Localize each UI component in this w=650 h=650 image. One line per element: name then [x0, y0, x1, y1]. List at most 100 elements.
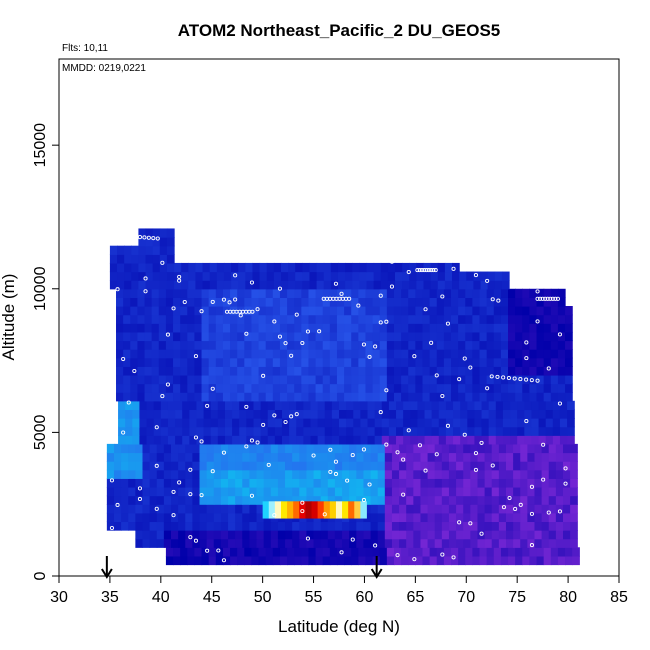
- heatmap-cell: [379, 392, 388, 402]
- heatmap-cell: [123, 357, 131, 367]
- heatmap-cell: [491, 530, 500, 540]
- track-point: [333, 281, 338, 286]
- track-point: [401, 492, 406, 497]
- heatmap-cell: [201, 297, 210, 307]
- heatmap-cell: [372, 306, 381, 316]
- heatmap-cell: [235, 469, 243, 479]
- heatmap-cell: [529, 392, 538, 402]
- heatmap-peak-cell: [323, 501, 331, 519]
- heatmap-cell: [287, 340, 295, 350]
- heatmap-cell: [192, 443, 201, 454]
- heatmap-cell: [451, 392, 459, 402]
- heatmap-cell: [329, 331, 338, 342]
- heatmap-cell: [451, 323, 459, 333]
- track-point: [457, 520, 462, 525]
- heatmap-cell: [195, 262, 204, 273]
- heatmap-cell: [201, 366, 210, 376]
- heatmap-cell: [165, 306, 174, 316]
- heatmap-cell: [477, 495, 486, 505]
- heatmap-cell: [536, 349, 545, 359]
- track-point: [132, 368, 137, 374]
- heatmap-cell: [199, 521, 208, 531]
- heatmap-cell: [536, 340, 545, 350]
- heatmap-cell: [417, 400, 426, 411]
- heatmap-cell: [308, 349, 317, 359]
- heatmap-cell: [178, 521, 186, 531]
- heatmap-cell: [185, 443, 193, 454]
- heatmap-cell: [270, 521, 279, 531]
- heatmap-cell: [498, 469, 507, 479]
- heatmap-cell: [370, 521, 379, 531]
- heatmap-cell: [251, 288, 260, 298]
- heatmap-cell: [436, 323, 445, 333]
- heatmap-cell: [281, 409, 290, 419]
- heatmap-cell: [331, 409, 340, 419]
- heatmap-cell: [458, 288, 466, 298]
- heatmap-cell: [548, 538, 557, 548]
- heatmap-cell: [242, 495, 250, 505]
- heatmap-cell: [242, 478, 250, 488]
- heatmap-cell: [180, 547, 188, 557]
- heatmap-cell: [302, 280, 311, 290]
- heatmap-cell: [436, 331, 445, 342]
- heatmap-cell: [220, 461, 229, 471]
- heatmap-cell: [467, 435, 476, 445]
- heatmap-cell: [527, 521, 536, 531]
- heatmap-cell: [522, 357, 530, 367]
- heatmap-cell: [401, 297, 409, 307]
- heatmap-cell: [131, 245, 140, 255]
- heatmap-cell: [165, 297, 174, 307]
- heatmap-cell: [273, 262, 282, 273]
- heatmap-cell: [466, 280, 474, 290]
- heatmap-cell: [344, 555, 352, 566]
- heatmap-cell: [137, 306, 146, 316]
- heatmap-cell: [484, 443, 493, 454]
- heatmap-cell: [145, 237, 154, 247]
- heatmap-cell: [163, 521, 172, 531]
- heatmap-cell: [538, 409, 547, 419]
- heatmap-cell: [472, 366, 481, 376]
- heatmap-cell: [187, 547, 196, 557]
- heatmap-cell: [534, 538, 543, 548]
- heatmap-cell: [477, 530, 486, 540]
- heatmap-cell: [495, 426, 504, 436]
- heatmap-cell: [308, 288, 317, 298]
- heatmap-cell: [124, 245, 132, 255]
- heatmap-cell: [258, 288, 267, 298]
- heatmap-cell: [130, 314, 138, 324]
- heatmap-cell: [237, 366, 245, 376]
- heatmap-cell: [277, 495, 286, 505]
- heatmap-cell: [536, 357, 545, 367]
- heatmap-cell: [342, 538, 350, 548]
- heatmap-cell: [344, 366, 352, 376]
- heatmap-cell: [315, 314, 324, 324]
- heatmap-cell: [342, 443, 350, 454]
- track-point: [401, 457, 406, 462]
- heatmap-cell: [279, 357, 288, 367]
- heatmap-cell: [365, 340, 374, 350]
- heatmap-cell: [252, 262, 261, 273]
- heatmap-cell: [210, 435, 219, 445]
- heatmap-cell: [192, 512, 201, 523]
- heatmap-cell: [522, 349, 530, 359]
- track-point: [389, 284, 394, 289]
- heatmap-cell: [379, 357, 388, 367]
- heatmap-cell: [344, 357, 352, 367]
- heatmap-cell: [351, 374, 359, 385]
- heatmap-cell: [256, 538, 265, 548]
- heatmap-cell: [296, 435, 304, 445]
- heatmap-cell: [199, 461, 208, 471]
- heatmap-cell: [251, 340, 260, 350]
- heatmap-cell: [374, 400, 383, 411]
- heatmap-cell: [165, 357, 174, 367]
- heatmap-cell: [329, 392, 338, 402]
- heatmap-cell: [351, 357, 359, 367]
- heatmap-cell: [420, 530, 429, 540]
- heatmap-cell: [253, 409, 262, 419]
- heatmap-cell: [493, 288, 502, 298]
- track-point: [367, 482, 372, 487]
- track-point: [199, 493, 204, 498]
- heatmap-cell: [294, 340, 302, 350]
- heatmap-cell: [448, 486, 457, 497]
- heatmap-cell: [265, 314, 274, 324]
